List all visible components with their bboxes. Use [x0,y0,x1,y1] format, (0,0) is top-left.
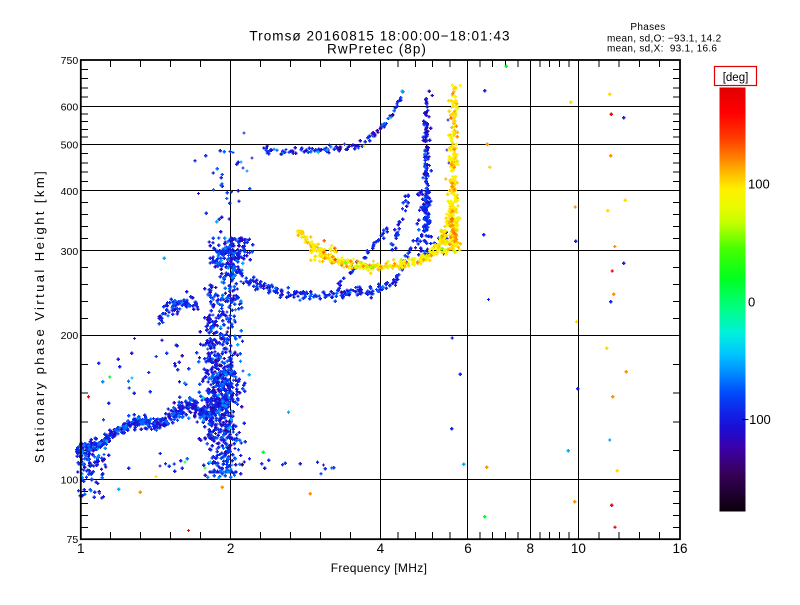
svg-text:−100: −100 [742,412,771,427]
svg-text:mean, sd,O: −93.1, 14.2: mean, sd,O: −93.1, 14.2 [607,34,722,45]
svg-text:10: 10 [571,541,586,556]
svg-text:Phases: Phases [630,22,665,33]
svg-text:300: 300 [61,246,79,258]
svg-text:600: 600 [61,102,79,114]
svg-text:75: 75 [67,534,79,546]
svg-text:[deg]: [deg] [723,72,749,84]
svg-text:Frequency [MHz]: Frequency [MHz] [331,561,428,575]
svg-text:4: 4 [377,541,385,556]
svg-text:16: 16 [672,541,687,556]
svg-text:500: 500 [61,140,79,152]
svg-text:Tromsø 20160815 18:00:00−18:01: Tromsø 20160815 18:00:00−18:01:43 [249,29,510,44]
svg-text:750: 750 [61,55,79,67]
svg-text:8: 8 [526,541,534,556]
svg-text:RwPretec (8p): RwPretec (8p) [327,42,427,57]
svg-text:6: 6 [464,541,472,556]
svg-text:200: 200 [61,330,79,342]
svg-text:Stationary phase Virtual Heigh: Stationary phase Virtual Height [km] [32,169,47,463]
svg-text:400: 400 [61,186,79,198]
svg-text:100: 100 [748,177,770,192]
svg-text:2: 2 [227,541,235,556]
svg-text:0: 0 [748,294,755,309]
svg-text:mean, sd,X: 93.1, 16.6: mean, sd,X: 93.1, 16.6 [607,44,717,55]
svg-text:100: 100 [61,474,79,486]
svg-text:1: 1 [77,541,85,556]
